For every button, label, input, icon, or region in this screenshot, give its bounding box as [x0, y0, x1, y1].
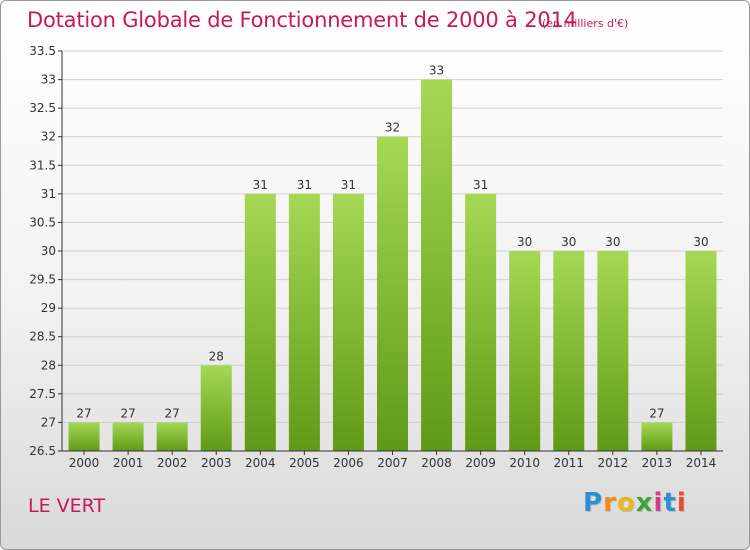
- x-tick-label: 2010: [509, 456, 540, 470]
- y-tick-label: 29: [41, 301, 56, 315]
- proxiti-logo: Proxiti: [583, 488, 687, 518]
- chart-title: Dotation Globale de Fonctionnement de 20…: [27, 8, 577, 32]
- y-tick-label: 27.5: [29, 387, 56, 401]
- bar: [597, 251, 629, 451]
- data-label: 27: [76, 406, 91, 420]
- x-tick-label: 2002: [157, 456, 188, 470]
- x-tick-label: 2013: [642, 456, 673, 470]
- y-tick-label: 30.5: [29, 215, 56, 229]
- y-tick-label: 30: [41, 244, 56, 258]
- x-tick-label: 2005: [289, 456, 320, 470]
- y-tick-label: 31: [41, 187, 56, 201]
- x-tick-label: 2004: [245, 456, 276, 470]
- x-tick-label: 2014: [686, 456, 717, 470]
- data-label: 28: [209, 349, 224, 363]
- bar: [421, 79, 453, 452]
- bar: [685, 251, 717, 451]
- y-tick-label: 27: [41, 415, 56, 429]
- x-tick-label: 2012: [598, 456, 629, 470]
- bar: [553, 251, 585, 451]
- x-tick-label: 2009: [465, 456, 496, 470]
- x-tick-label: 2003: [201, 456, 232, 470]
- data-label: 31: [473, 178, 488, 192]
- x-tick-label: 2011: [553, 456, 584, 470]
- y-tick-label: 33.5: [29, 44, 56, 58]
- bar: [509, 251, 541, 451]
- data-label: 33: [429, 64, 444, 78]
- bar: [377, 136, 408, 451]
- y-tick-label: 28.5: [29, 330, 56, 344]
- data-label: 27: [649, 406, 664, 420]
- commune-name: LE VERT: [28, 495, 106, 517]
- bar: [112, 422, 144, 451]
- data-label: 27: [120, 406, 135, 420]
- data-label: 30: [561, 235, 576, 249]
- bar: [641, 422, 673, 451]
- y-tick-label: 29.5: [29, 273, 56, 287]
- data-label: 30: [605, 235, 620, 249]
- bar: [244, 193, 276, 451]
- bar: [465, 193, 497, 451]
- y-tick-label: 32: [41, 130, 56, 144]
- data-label: 30: [693, 235, 708, 249]
- bar: [288, 193, 320, 451]
- bar: [200, 365, 232, 451]
- bar: [332, 193, 364, 451]
- x-tick-label: 2007: [377, 456, 408, 470]
- data-label: 30: [517, 235, 532, 249]
- y-tick-label: 32.5: [29, 101, 56, 115]
- data-label: 31: [341, 178, 356, 192]
- bar: [156, 422, 188, 451]
- y-tick-label: 31.5: [29, 158, 56, 172]
- x-tick-label: 2000: [69, 456, 100, 470]
- data-label: 31: [297, 178, 312, 192]
- x-tick-label: 2008: [421, 456, 452, 470]
- x-tick-label: 2001: [113, 456, 144, 470]
- y-tick-label: 28: [41, 358, 56, 372]
- data-label: 32: [385, 121, 400, 135]
- y-tick-label: 33: [41, 73, 56, 87]
- data-label: 27: [165, 406, 180, 420]
- x-tick-label: 2006: [333, 456, 364, 470]
- y-tick-label: 26.5: [29, 444, 56, 458]
- data-label: 31: [253, 178, 268, 192]
- chart-subtitle: (en milliers d'€): [542, 17, 629, 30]
- bar: [68, 422, 100, 451]
